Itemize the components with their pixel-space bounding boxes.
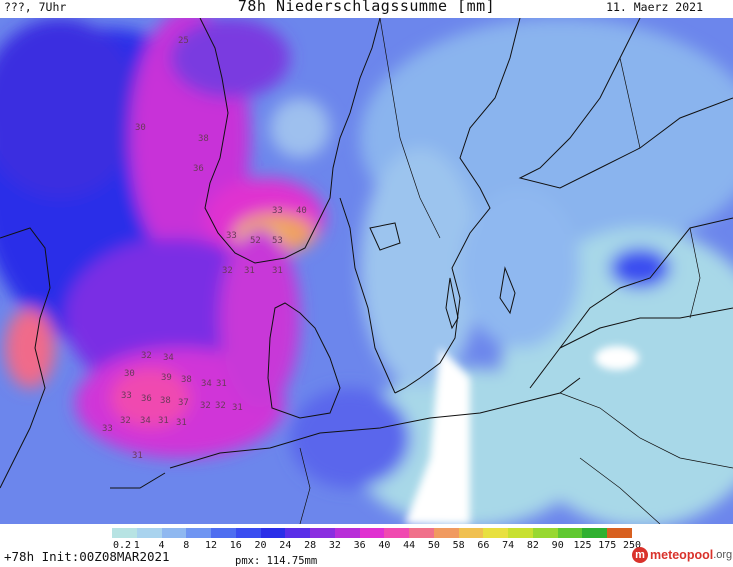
colorbar-tick-label: 250 — [622, 540, 642, 551]
precip-value-label: 31 — [272, 266, 283, 276]
colorbar-segment — [384, 528, 410, 538]
colorbar-segment — [334, 528, 361, 538]
colorbar-segment — [285, 528, 311, 538]
colorbar-tick-label: 175 — [598, 540, 617, 551]
colorbar-tick-label: 8 — [183, 540, 190, 551]
precip-field — [0, 18, 733, 524]
precip-value-label: 37 — [178, 398, 189, 408]
colorbar-segment — [433, 528, 460, 538]
colorbar-tick-label: 16 — [229, 540, 242, 551]
colorbar-tick-label: 66 — [477, 540, 490, 551]
precip-value-label: 33 — [102, 424, 113, 434]
precip-value-label: 30 — [135, 123, 146, 133]
precip-max: pmx: 114.75mm — [235, 555, 318, 567]
precip-value-label: 34 — [140, 416, 151, 426]
precip-value-label: 31 — [244, 266, 255, 276]
precip-value-label: 31 — [216, 379, 227, 389]
colorbar-segment — [136, 528, 162, 538]
colorbar-tick-label: 125 — [573, 540, 592, 551]
colorbar — [112, 528, 633, 538]
precip-value-label: 30 — [124, 369, 135, 379]
colorbar-tick-label: 32 — [328, 540, 341, 551]
dry-areas — [405, 346, 639, 524]
colorbar-segment — [112, 528, 138, 538]
colorbar-segment — [508, 528, 534, 538]
colorbar-tick-label: 36 — [353, 540, 366, 551]
colorbar-segment — [186, 528, 212, 538]
colorbar-tick-label: 28 — [304, 540, 317, 551]
colorbar-tick-label: 12 — [205, 540, 218, 551]
colorbar-segment — [310, 528, 336, 538]
colorbar-tick-label: 44 — [403, 540, 416, 551]
colorbar-segment — [161, 528, 187, 538]
run-info: +78h Init:00Z08MAR2021 — [4, 549, 170, 564]
precip-value-label: 34 — [201, 379, 212, 389]
precip-value-label: 38 — [198, 134, 209, 144]
precip-value-label: 33 — [121, 391, 132, 401]
valid-date: 11. Maerz 2021 — [606, 0, 703, 14]
precip-value-label: 32 — [120, 416, 131, 426]
colorbar-segment — [359, 528, 385, 538]
colorbar-segment — [607, 528, 633, 538]
precipitation-map[interactable]: 25 30 38 36 33 40 53 52 33 32 31 31 32 34 30 39 38 34 31 33… — [0, 18, 733, 524]
colorbar-tick-label: 74 — [502, 540, 515, 551]
colorbar-tick-label: 58 — [452, 540, 465, 551]
coastlines — [0, 18, 733, 489]
colorbar-segment — [483, 528, 509, 538]
colorbar-segment — [260, 528, 286, 538]
run-time-label: ???, 7Uhr — [4, 0, 67, 14]
colorbar-tick-label: 0.2 — [112, 540, 132, 551]
precip-value-label: 32 — [200, 401, 211, 411]
precip-value-label: 33 — [226, 231, 237, 241]
precip-value-label: 38 — [160, 396, 171, 406]
colorbar-tick-label: 82 — [526, 540, 539, 551]
precip-value-label: 32 — [222, 266, 233, 276]
colorbar-tick-label: 50 — [427, 540, 440, 551]
precip-value-label: 31 — [176, 418, 187, 428]
precip-value-label: 40 — [296, 206, 307, 216]
precip-value-label: 32 — [215, 401, 226, 411]
precip-value-label: 31 — [132, 451, 143, 461]
map-canvas: 25 30 38 36 33 40 53 52 33 32 31 31 32 34 30 39 38 34 31 33… — [0, 18, 733, 524]
colorbar-tick-label: 24 — [279, 540, 292, 551]
precip-value-label: 38 — [181, 375, 192, 385]
precip-value-label: 52 — [250, 236, 261, 246]
colorbar-segment — [211, 528, 237, 538]
precip-value-label: 33 — [272, 206, 283, 216]
logo-icon: m — [632, 547, 648, 563]
precip-value-label: 25 — [178, 36, 189, 46]
colorbar-segment — [557, 528, 583, 538]
precip-value-label: 31 — [232, 403, 243, 413]
precip-value-label: 36 — [193, 164, 204, 174]
precip-value-label: 34 — [163, 353, 174, 363]
value-labels: 25 30 38 36 33 40 53 52 33 32 31 31 32 34 30 39 38 34 31 33… — [102, 36, 307, 461]
map-title: 78h Niederschlagssumme [mm] — [237, 0, 496, 15]
logo-suffix: .org — [713, 549, 733, 561]
colorbar-tick-label: 40 — [378, 540, 391, 551]
precip-value-label: 36 — [141, 394, 152, 404]
colorbar-tick-label: 90 — [551, 540, 564, 551]
colorbar-tick-label: 4 — [158, 540, 165, 551]
colorbar-segment — [458, 528, 484, 538]
colorbar-segment — [532, 528, 559, 538]
colorbar-segment — [582, 528, 608, 538]
meteopool-logo[interactable]: m meteopool .org — [632, 546, 732, 564]
colorbar-tick-label: 20 — [254, 540, 267, 551]
precip-value-label: 32 — [141, 351, 152, 361]
precip-value-label: 53 — [272, 236, 283, 246]
precip-value-label: 39 — [161, 373, 172, 383]
colorbar-tick-label: 1 — [133, 540, 140, 551]
precip-value-label: 31 — [158, 416, 169, 426]
logo-name: meteopool — [650, 548, 714, 562]
colorbar-segment — [409, 528, 435, 538]
borders — [299, 18, 733, 524]
colorbar-segment — [235, 528, 262, 538]
